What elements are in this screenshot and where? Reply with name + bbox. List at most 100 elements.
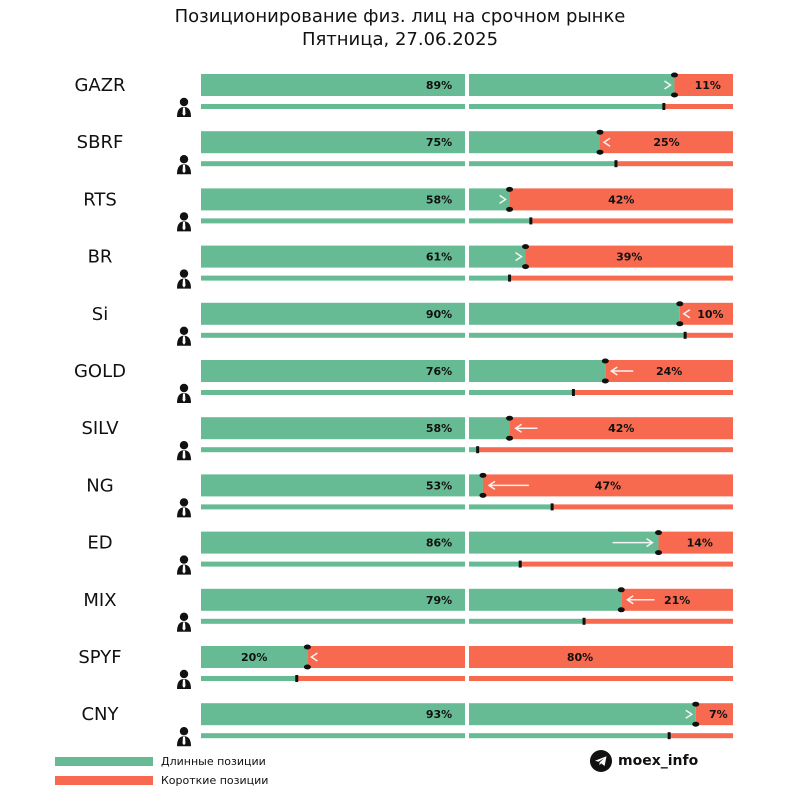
person-icon-tie	[182, 221, 186, 231]
bar-row-silv: SILV 58% 42%	[81, 415, 733, 461]
short-bar	[509, 188, 733, 211]
person-icon-tie	[182, 450, 186, 460]
person-icon-tie	[182, 393, 186, 402]
person-icon	[177, 383, 191, 403]
boundary-marker-top	[670, 72, 678, 78]
bar-row-sbrf: SBRF 75% 25%	[77, 129, 733, 175]
prev-short-bar	[663, 104, 733, 109]
person-icon-head	[179, 383, 189, 393]
ticker-label: GAZR	[74, 75, 125, 96]
long-value-label: 58%	[426, 193, 452, 206]
prev-short-bar	[685, 332, 733, 338]
prev-marker	[571, 389, 575, 396]
boundary-marker-bottom	[601, 378, 609, 384]
prev-long-bar	[201, 618, 585, 624]
boundary-marker-bottom	[655, 550, 663, 556]
center-divider	[465, 415, 469, 455]
person-icon-head	[179, 498, 189, 507]
prev-short-bar	[520, 561, 733, 567]
long-bar	[201, 417, 510, 440]
long-bar	[201, 188, 510, 211]
person-icon-tie	[182, 565, 186, 574]
change-arrow-head	[609, 366, 618, 376]
change-arrow-head	[625, 595, 634, 605]
brand[interactable]: moex_info	[590, 749, 698, 773]
person-icon-tie	[182, 336, 186, 345]
long-value-label: 90%	[426, 308, 452, 321]
short-bar	[509, 417, 733, 440]
long-bar	[201, 646, 308, 668]
boundary-marker-top	[601, 358, 609, 364]
ticker-label: GOLD	[74, 361, 126, 382]
long-bar	[201, 131, 600, 154]
short-bar	[605, 360, 733, 382]
short-value-label: 14%	[687, 537, 713, 550]
ticker-label: ED	[87, 533, 112, 554]
boundary-marker-top	[522, 244, 530, 250]
long-bar	[201, 531, 659, 554]
short-bar	[621, 588, 733, 611]
center-divider	[465, 129, 469, 169]
person-icon-tie	[182, 164, 186, 174]
ticker-label: SBRF	[77, 132, 124, 153]
boundary-marker-bottom	[692, 721, 700, 727]
long-value-label: 75%	[426, 136, 452, 149]
person-icon	[177, 326, 191, 346]
ticker-label: BR	[88, 247, 113, 268]
center-divider	[465, 586, 469, 626]
prev-short-bar	[477, 447, 733, 453]
long-bar	[201, 588, 622, 611]
long-bar	[201, 74, 675, 96]
person-icon-head	[179, 612, 189, 621]
legend-label-short: Короткие позиции	[161, 773, 269, 787]
short-bar	[482, 474, 733, 497]
center-divider	[465, 72, 469, 111]
person-icon	[177, 212, 191, 232]
prev-long-bar	[201, 504, 553, 510]
person-icon-head	[179, 97, 189, 107]
person-icon-tie	[182, 279, 186, 288]
long-value-label: 79%	[426, 594, 452, 607]
person-icon-tie	[182, 679, 186, 688]
person-icon	[177, 155, 191, 175]
long-bar	[201, 360, 606, 382]
ticker-label: Si	[92, 304, 108, 325]
center-divider	[465, 701, 469, 741]
prev-long-bar	[201, 104, 664, 109]
legend-swatch-long	[55, 756, 153, 766]
bar-row-si: Si 90% 10%	[92, 300, 733, 346]
short-value-label: 42%	[608, 422, 634, 435]
prev-long-bar	[201, 332, 686, 338]
ticker-label: RTS	[83, 189, 117, 210]
person-icon	[177, 97, 191, 117]
boundary-marker-bottom	[670, 92, 678, 98]
short-bar	[600, 131, 733, 154]
boundary-marker-bottom	[522, 264, 530, 270]
short-bar	[674, 74, 733, 96]
boundary-marker-top	[596, 129, 604, 135]
long-bar	[201, 245, 526, 268]
center-divider	[465, 358, 469, 397]
prev-marker	[508, 274, 512, 282]
bar-row-mix: MIX 79% 21%	[83, 586, 733, 632]
prev-short-bar	[584, 618, 733, 624]
person-icon	[177, 441, 191, 461]
brand-label: moex_info	[618, 753, 699, 769]
person-icon	[177, 555, 191, 575]
ticker-label: SPYF	[78, 647, 121, 668]
prev-marker	[662, 103, 666, 110]
bar-row-rts: RTS 58% 42%	[83, 186, 733, 232]
boundary-marker-top	[303, 644, 311, 650]
bar-row-cny: CNY 93% 7%	[81, 701, 733, 747]
bar-row-gold: GOLD 76% 24%	[74, 358, 733, 403]
boundary-marker-top	[479, 472, 487, 478]
prev-long-bar	[201, 218, 531, 224]
bar-row-gazr: GAZR 89% 11%	[74, 72, 733, 117]
short-bar	[658, 531, 733, 554]
person-icon-tie	[182, 736, 186, 746]
person-icon-head	[179, 326, 189, 335]
boundary-marker-top	[506, 415, 514, 421]
short-bar	[307, 646, 733, 668]
change-arrow-head	[682, 309, 691, 319]
